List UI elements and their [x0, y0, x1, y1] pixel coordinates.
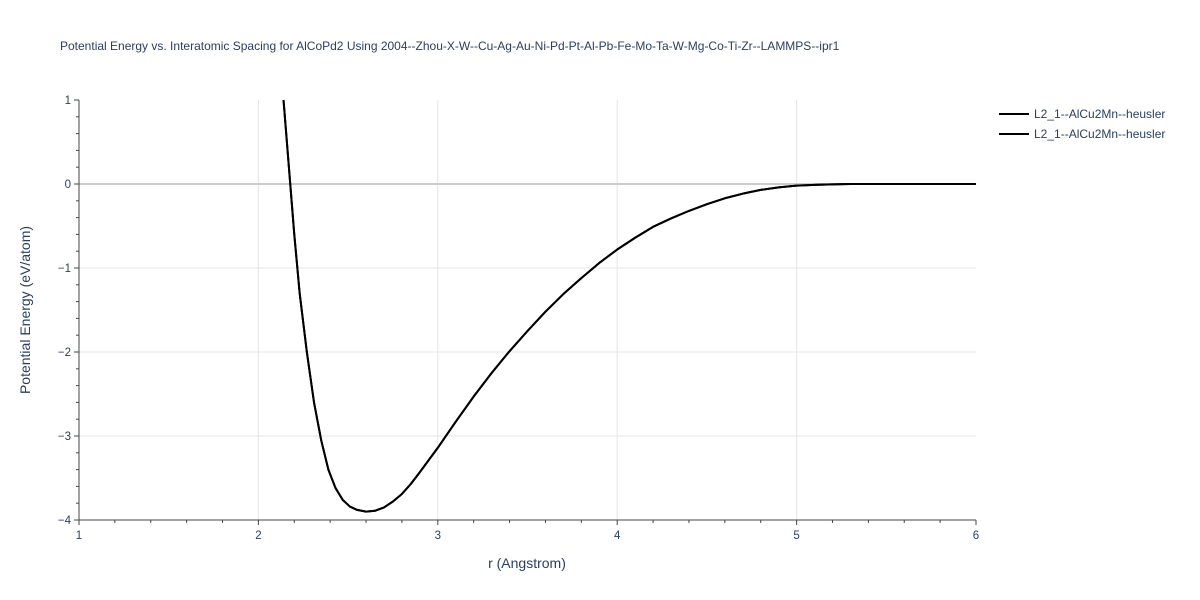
- y-tick-label: −4: [58, 515, 72, 527]
- y-tick-label: −2: [58, 347, 71, 359]
- axes: 1 2 3 4 5 6 1 0 −1 −2 −3 −4: [58, 95, 979, 542]
- y-tick-label: −3: [58, 431, 71, 443]
- y-tick-label: 0: [65, 179, 71, 191]
- x-tick-label: 4: [614, 530, 621, 542]
- series-line-2[interactable]: [282, 99, 976, 513]
- legend-label[interactable]: L2_1--AlCu2Mn--heusler: [1034, 107, 1165, 121]
- grid-lines: [79, 100, 976, 520]
- y-tick-label: −1: [58, 263, 71, 275]
- series-layer: [282, 99, 976, 513]
- y-axis-title: Potential Energy (eV/atom): [17, 226, 33, 394]
- x-tick-label: 3: [435, 530, 441, 542]
- x-tick-label: 1: [76, 530, 82, 542]
- chart-title: Potential Energy vs. Interatomic Spacing…: [60, 39, 840, 53]
- x-axis-title: r (Angstrom): [488, 555, 566, 571]
- legend[interactable]: L2_1--AlCu2Mn--heusler L2_1--AlCu2Mn--heu…: [999, 107, 1165, 141]
- y-tick-label: 1: [65, 95, 71, 107]
- x-tick-label: 5: [793, 530, 799, 542]
- x-tick-label: 2: [255, 530, 261, 542]
- series-line-1[interactable]: [282, 99, 976, 513]
- legend-label[interactable]: L2_1--AlCu2Mn--heusler: [1034, 127, 1165, 141]
- x-tick-label: 6: [973, 530, 979, 542]
